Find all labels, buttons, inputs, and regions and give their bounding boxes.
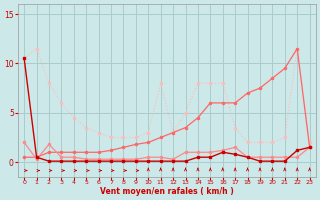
X-axis label: Vent moyen/en rafales ( km/h ): Vent moyen/en rafales ( km/h ): [100, 187, 234, 196]
